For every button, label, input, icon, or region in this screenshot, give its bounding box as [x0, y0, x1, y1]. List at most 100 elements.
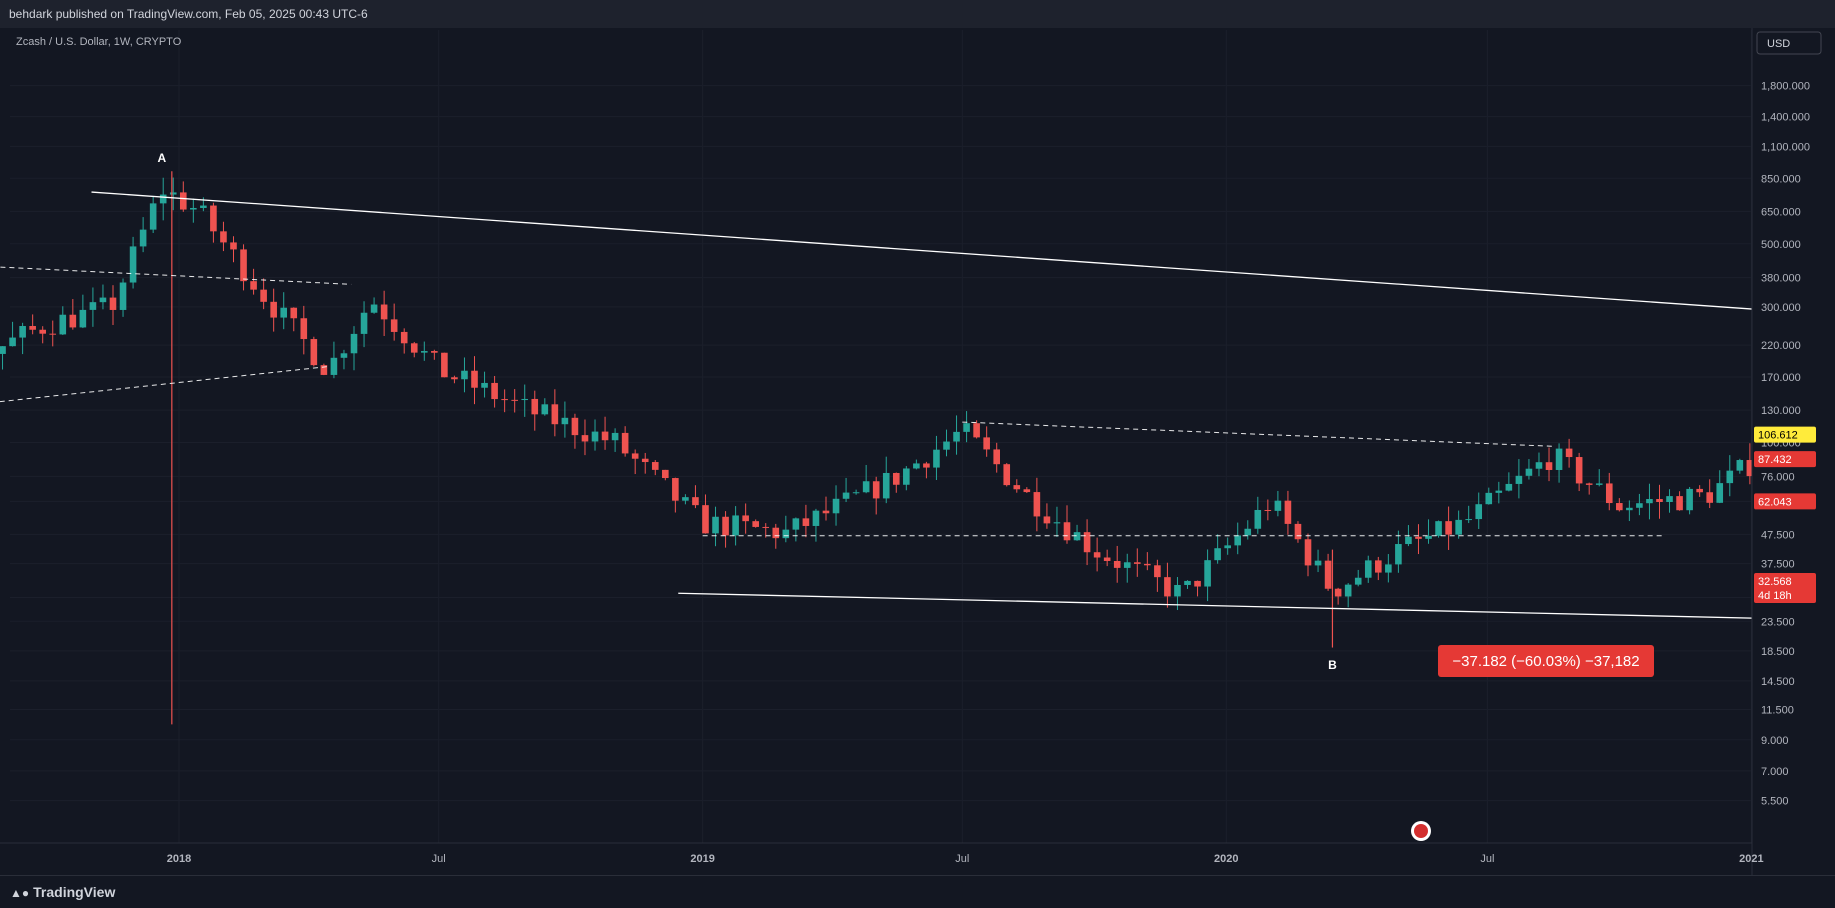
candle-down: [1063, 522, 1071, 541]
candle-down: [641, 458, 649, 463]
symbol-title: Zcash / U.S. Dollar, 1W, CRYPTO: [16, 36, 182, 48]
candle-down: [892, 472, 900, 485]
candle-down: [1445, 521, 1452, 535]
wave-label: A: [157, 151, 166, 165]
candle-up: [1314, 560, 1322, 566]
candle-down: [290, 307, 298, 319]
bar-countdown: 4d 18h: [1758, 590, 1792, 602]
candle-up: [561, 417, 569, 425]
candle-down: [822, 510, 830, 514]
candle-up: [1465, 519, 1472, 521]
candle-up: [59, 314, 67, 335]
candle-up: [280, 307, 288, 318]
candle-down: [571, 417, 579, 436]
candle-down: [109, 297, 117, 310]
candle-down: [601, 431, 609, 441]
candle-up: [200, 205, 207, 208]
candle-down: [1003, 464, 1011, 486]
price-tick-label: 300.000: [1761, 302, 1801, 314]
price-tick-label: 23.500: [1761, 616, 1795, 628]
time-tick-label: Jul: [432, 853, 446, 865]
price-chart[interactable]: Supplyinvalidation level−37.182 (−60.03%…: [0, 0, 1835, 875]
candle-up: [169, 192, 177, 195]
candle-up: [129, 246, 137, 283]
candle-up: [79, 309, 87, 328]
candle-down: [742, 515, 749, 522]
candle-up: [89, 302, 97, 310]
candle-down: [1284, 500, 1292, 524]
tradingview-logo[interactable]: ▲● TradingView: [10, 884, 115, 900]
candle-down: [923, 463, 930, 468]
candle-up: [1686, 488, 1693, 511]
candle-down: [310, 339, 318, 366]
candle-down: [1605, 483, 1613, 504]
candle-up: [1435, 521, 1442, 536]
candle-down: [1023, 489, 1031, 493]
candle-up: [852, 492, 860, 494]
candle-up: [1344, 584, 1352, 597]
candle-down: [1103, 557, 1111, 561]
candle-down: [631, 453, 639, 459]
candle-up: [862, 481, 870, 493]
candle-up: [370, 304, 378, 313]
candle-down: [1334, 588, 1342, 597]
price-tick-label: 76.000: [1761, 471, 1795, 483]
candle-up: [1385, 564, 1392, 573]
time-tick-label: 2019: [690, 853, 714, 865]
candle-down: [531, 398, 539, 415]
candle-up: [882, 472, 890, 499]
candle-down: [1264, 509, 1272, 511]
candle-down: [1194, 580, 1201, 587]
candle-up: [1395, 544, 1402, 565]
candle-down: [662, 469, 669, 479]
candle-down: [983, 437, 990, 450]
price-tick-label: 170.000: [1761, 372, 1801, 384]
price-tick-label: 18.500: [1761, 646, 1795, 658]
price-tick-label: 11.500: [1761, 705, 1794, 717]
candle-up: [1646, 499, 1653, 504]
time-tick-label: 2018: [167, 853, 191, 865]
candle-down: [1083, 532, 1091, 553]
candle-up: [611, 432, 619, 441]
candle-down: [1113, 560, 1121, 568]
candle-up: [1224, 545, 1231, 549]
candle-up: [1475, 504, 1483, 520]
measure-text: −37.182 (−60.03%) −37,182: [1452, 653, 1639, 670]
candle-up: [1636, 503, 1643, 508]
price-tag: [1754, 493, 1816, 510]
price-tick-label: 220.000: [1761, 340, 1801, 352]
candle-down: [1706, 492, 1713, 503]
candle-down: [49, 333, 57, 335]
candle-down: [250, 281, 257, 290]
candle-down: [651, 462, 659, 470]
candle-up: [1495, 490, 1503, 493]
price-tick-label: 7.000: [1761, 766, 1789, 778]
candle-up: [732, 515, 739, 536]
time-tick-label: 2020: [1214, 853, 1238, 865]
event-flag-icon-inner: [1414, 824, 1428, 838]
candle-up: [1364, 560, 1372, 578]
price-tag-value: 62.043: [1758, 496, 1792, 508]
candle-up: [792, 518, 800, 530]
time-tick-label: Jul: [1480, 853, 1494, 865]
candle-down: [1144, 563, 1151, 566]
price-tag: [1754, 451, 1816, 468]
candle-down: [672, 478, 679, 501]
candle-down: [431, 351, 438, 353]
candle-up: [782, 529, 790, 539]
candle-up: [350, 333, 358, 354]
currency-button[interactable]: [1756, 31, 1822, 55]
candle-up: [190, 207, 197, 210]
candle-up: [1505, 483, 1513, 491]
candle-up: [953, 431, 960, 442]
candle-up: [1736, 460, 1744, 471]
candle-down: [1294, 523, 1302, 540]
price-tick-label: 9.000: [1761, 735, 1789, 747]
candle-up: [481, 382, 488, 388]
footer-bar: ▲● TradingView: [0, 875, 1835, 908]
candle-up: [842, 492, 850, 499]
candle-up: [149, 203, 157, 230]
candle-up: [521, 398, 529, 401]
axes: 1,800.000 1,400.000 1,100.000 850.000 650.00…: [0, 28, 1835, 875]
candle-down: [39, 329, 46, 334]
